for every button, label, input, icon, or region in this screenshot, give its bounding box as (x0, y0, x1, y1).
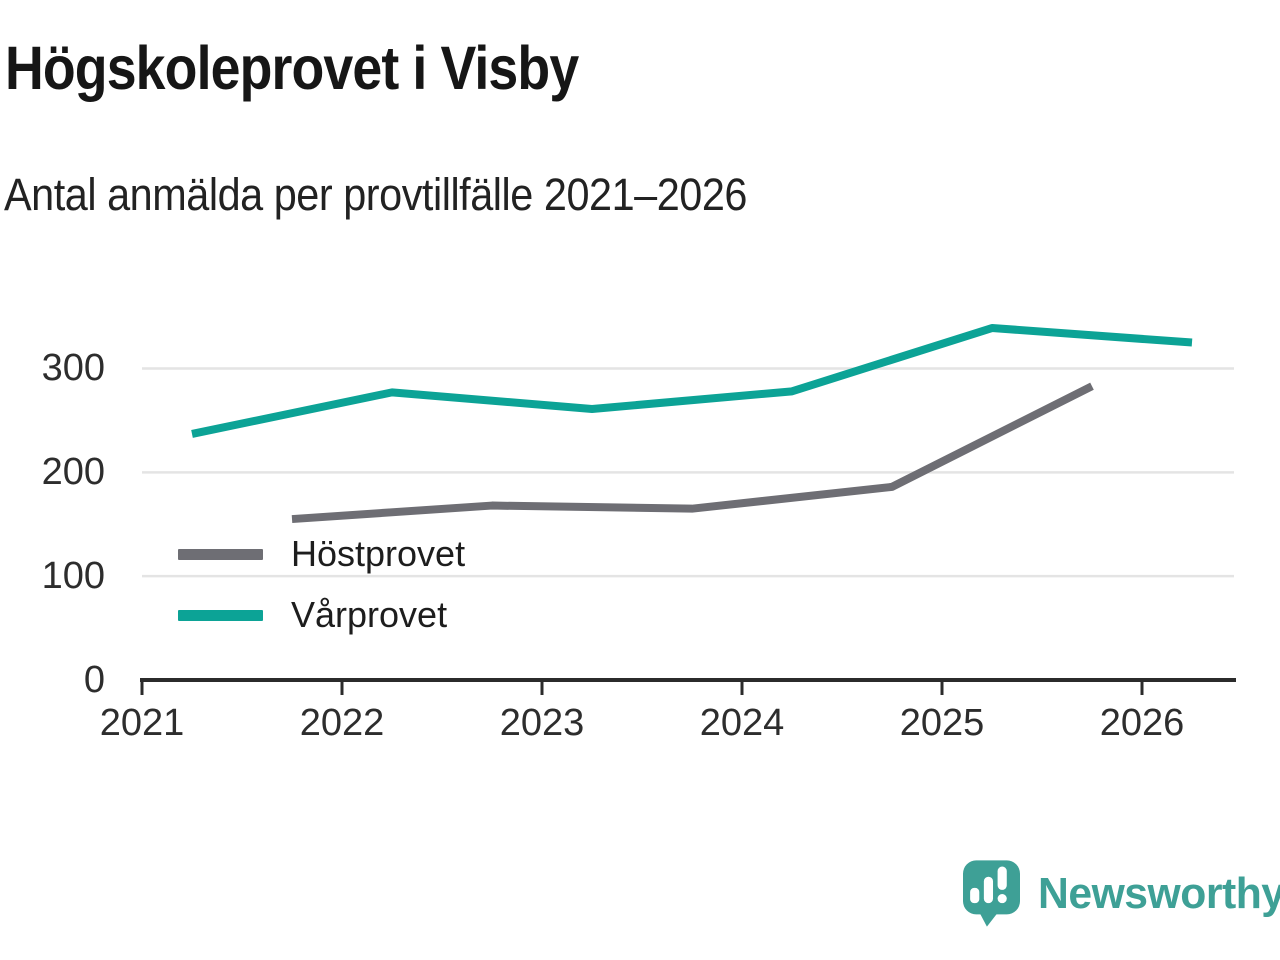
x-tick-label-2026: 2026 (1099, 702, 1185, 744)
legend-item-varprovet: Vårprovet (178, 595, 465, 635)
chart-title: Högskoleprovet i Visby (5, 34, 579, 102)
x-tick-label-2023: 2023 (499, 702, 585, 744)
legend: Höstprovet Vårprovet (178, 534, 465, 656)
x-tick-label-2021: 2021 (99, 702, 185, 744)
branding: Newsworthy (963, 860, 1280, 928)
line-vårprovet (191, 324, 1193, 438)
y-tick-label-100: 100 (41, 555, 105, 597)
newsworthy-logo-icon (963, 860, 1020, 927)
y-tick-label-300: 300 (41, 347, 105, 389)
chart-subtitle: Antal anmälda per provtillfälle 2021–202… (4, 169, 747, 220)
x-tick-label-2022: 2022 (299, 702, 385, 744)
data-lines (191, 324, 1193, 524)
legend-label-varprovet: Vårprovet (291, 594, 448, 635)
legend-item-hostprovet: Höstprovet (178, 534, 465, 574)
x-tick-label-2024: 2024 (699, 702, 785, 744)
x-tick-label-2025: 2025 (899, 702, 985, 744)
line-höstprovet (291, 382, 1094, 524)
x-axis (140, 678, 1236, 695)
legend-swatch-varprovet (178, 609, 263, 621)
y-tick-label-0: 0 (83, 659, 105, 701)
brand-wordmark: Newsworthy (1038, 869, 1280, 918)
y-tick-label-200: 200 (41, 451, 105, 493)
legend-label-hostprovet: Höstprovet (291, 533, 466, 574)
legend-swatch-hostprovet (178, 548, 263, 560)
